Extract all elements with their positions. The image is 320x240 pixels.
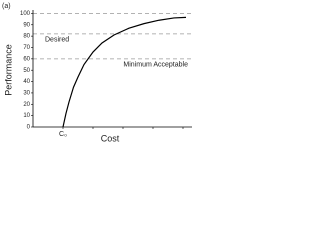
y-tick-label: 100: [20, 11, 31, 17]
y-tick-label: 40: [23, 79, 30, 85]
panel-label: (a): [2, 3, 11, 10]
y-tick-label: 90: [23, 22, 30, 28]
line: [62, 16, 187, 128]
reference-label: Desired: [45, 37, 69, 44]
y-tick-label: 80: [23, 34, 30, 40]
y-axis-label: Performance: [3, 44, 13, 96]
y-tick-label: 10: [23, 113, 30, 119]
y-tick-label: 0: [27, 125, 31, 131]
chart: (a) Cost Performance Desired Minimum Acce…: [2, 3, 192, 143]
y-tick-label: 50: [23, 68, 30, 74]
y-tick-label: 60: [23, 56, 30, 62]
y-tick-label: 30: [23, 91, 30, 97]
x-axis-label: Cost: [101, 133, 120, 143]
reference-label: Minimum Acceptable: [123, 62, 188, 69]
y-tick-label: 70: [23, 45, 30, 51]
y-tick-label: 20: [23, 102, 30, 108]
x-tick-label: C₀: [59, 131, 67, 138]
